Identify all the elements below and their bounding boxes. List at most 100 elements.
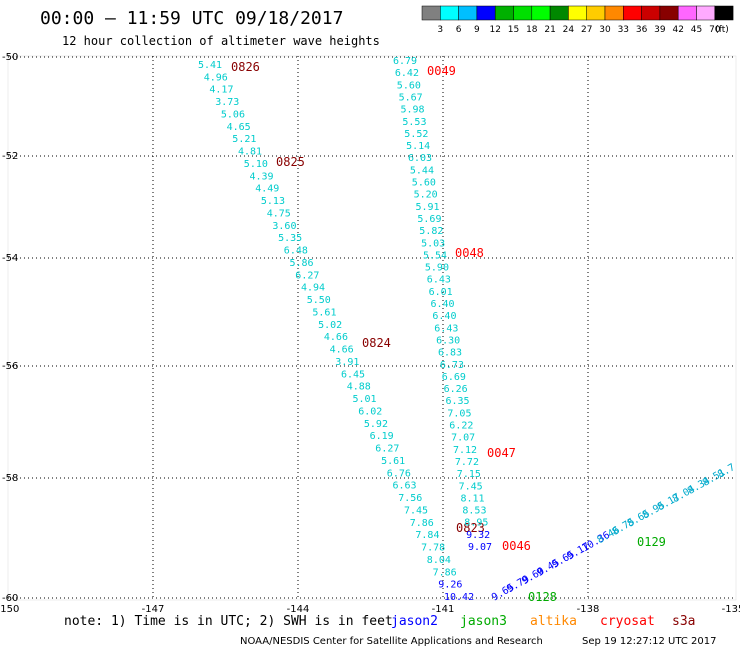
wave-height-label: 5.54	[423, 250, 447, 261]
longitude-label: -147	[142, 604, 165, 615]
pass-time-label: 0046	[502, 539, 531, 553]
longitude-label: -135	[722, 604, 740, 615]
wave-height-label: 6.35	[446, 396, 470, 407]
wave-height-label: 4.66	[324, 332, 348, 343]
legend-swatch	[531, 5, 551, 21]
wave-height-label: 9.32	[466, 530, 490, 541]
wave-height-label: 6.01	[429, 287, 453, 298]
wave-height-label: 5.53	[402, 117, 426, 128]
wave-height-label: 5.21	[232, 134, 256, 145]
wave-height-label: 5.90	[425, 263, 449, 274]
legend-unit: (ft)	[715, 25, 729, 35]
wave-height-label: 5.41	[198, 60, 222, 71]
wave-height-label: 5.20	[414, 190, 438, 201]
legend-tick-label: 70	[709, 25, 721, 35]
wave-height-label: 4.81	[238, 147, 262, 158]
wave-height-label: 5.13	[261, 196, 285, 207]
legend-altika: altika	[530, 614, 577, 629]
wave-height-label: 6.40	[432, 311, 456, 322]
latitude-label: -54	[2, 253, 18, 264]
wave-height-label: 3.91	[335, 357, 359, 368]
wave-height-label: 9.26	[438, 580, 462, 591]
wave-height-label: 8.11	[461, 493, 485, 504]
legend-tick-label: 18	[526, 25, 538, 35]
wave-height-label: 4.66	[330, 345, 354, 356]
wave-height-label: 6.45	[341, 369, 365, 380]
wave-height-label: 7.56	[398, 493, 422, 504]
wave-height-label: 5.86	[290, 258, 314, 269]
longitude-label: -138	[577, 604, 600, 615]
legend-tick-label: 27	[581, 25, 592, 35]
legend-swatch	[494, 5, 514, 21]
map-title: 00:00 – 11:59 UTC 09/18/2017	[40, 8, 344, 29]
legend-swatch	[421, 5, 441, 21]
wave-height-label: 5.61	[381, 456, 405, 467]
wave-height-label: 3.60	[272, 221, 296, 232]
wave-height-label: 6.30	[436, 335, 460, 346]
legend-swatch	[568, 5, 587, 21]
pass-time-label: 0129	[637, 535, 666, 549]
map-frame	[7, 55, 737, 601]
legend-tick-label: 45	[691, 25, 702, 35]
wave-height-label: 6.27	[295, 270, 319, 281]
wave-height-label: 6.43	[434, 323, 458, 334]
wave-height-label: 7.12	[453, 445, 477, 456]
legend-swatch	[586, 5, 606, 21]
wave-height-label: 5.03	[421, 238, 445, 249]
wave-height-label: 4.96	[204, 72, 228, 83]
legend-swatch	[696, 5, 716, 21]
legend-swatch	[677, 5, 697, 21]
wave-height-label: 6.63	[393, 481, 417, 492]
wave-height-label: 5.44	[410, 165, 434, 176]
legend-jason3: jason3	[460, 614, 507, 629]
legend-s3a: s3a	[672, 614, 696, 629]
legend-tick-label: 42	[672, 25, 683, 35]
legend-tick-label: 36	[636, 25, 648, 35]
legend-swatch	[458, 5, 478, 21]
legend-swatch	[513, 5, 533, 21]
wave-height-label: 4.94	[301, 283, 325, 294]
wave-height-label: 10.42	[444, 592, 474, 603]
wave-height-label: 5.82	[419, 226, 443, 237]
pass-time-label: 0049	[427, 64, 456, 78]
latitude-label: -56	[2, 361, 18, 372]
legend-tick-label: 3	[437, 25, 443, 35]
latitude-label: -50	[2, 52, 18, 63]
legend-swatch	[714, 5, 734, 21]
units-note: note: 1) Time is in UTC; 2) SWH is in fe…	[64, 614, 393, 629]
wave-height-label: 6.22	[449, 421, 473, 432]
wave-height-label: 5.92	[364, 419, 388, 430]
wave-height-label: 6.43	[427, 275, 451, 286]
longitude-label: -150	[0, 604, 19, 615]
wave-height-label: 5.01	[353, 394, 377, 405]
wave-height-label: 4.65	[227, 122, 251, 133]
wave-height-label: 6.42	[395, 68, 419, 79]
wave-height-label: 8.04	[427, 555, 451, 566]
legend-swatch	[641, 5, 661, 21]
wave-height-label: 6.03	[408, 153, 432, 164]
wave-height-label: 6.19	[370, 431, 394, 442]
wave-height-label: 7.45	[459, 481, 483, 492]
wave-height-label: 6.73	[440, 360, 464, 371]
legend-swatch	[549, 5, 569, 21]
latitude-label: -52	[2, 151, 18, 162]
wave-height-label: 5.91	[416, 202, 440, 213]
wave-height-label: 6.27	[375, 444, 399, 455]
wave-height-label: 4.75	[267, 209, 291, 220]
wave-height-label: 7.15	[457, 469, 481, 480]
legend-swatch	[623, 5, 642, 21]
longitude-label: -141	[432, 604, 455, 615]
latitude-label: -58	[2, 473, 18, 484]
wave-height-label: 6.69	[442, 372, 466, 383]
legend-swatch	[440, 5, 459, 21]
pass-time-label: 0128	[528, 590, 557, 604]
wave-height-label: 6.02	[358, 406, 382, 417]
wave-height-label: 6.76	[387, 468, 411, 479]
wave-height-label: 5.52	[404, 129, 428, 140]
wave-height-label: 8.95	[464, 518, 488, 529]
wave-height-label: 5.06	[221, 110, 245, 121]
longitude-label: -144	[287, 604, 310, 615]
wave-height-label: 8.7	[716, 462, 737, 481]
wave-height-label: 6.48	[284, 246, 308, 257]
wave-height-label: 5.60	[412, 178, 436, 189]
